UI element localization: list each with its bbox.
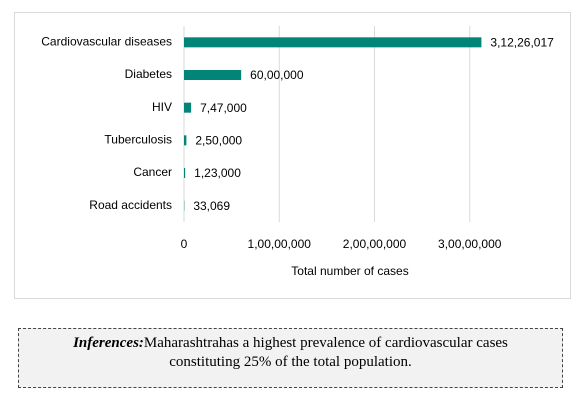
value-label: 3,12,26,017	[490, 36, 554, 50]
bar	[184, 102, 192, 113]
chart: Total number of cases 0 1,00,00,000 2,00,0…	[14, 12, 571, 299]
bar	[184, 70, 242, 80]
x-tick-label: 2,00,00,000	[343, 237, 407, 251]
value-label: 1,23,000	[194, 166, 241, 180]
bar	[184, 135, 187, 146]
y-tick-label: Tuberculosis	[104, 133, 172, 147]
y-tick-label: Cancer	[133, 165, 172, 179]
bar	[184, 37, 482, 48]
inference-box: Inferences:Maharashtrahas a highest prev…	[18, 328, 563, 388]
y-tick-label: Road accidents	[89, 198, 172, 212]
y-tick-label: Cardiovascular diseases	[41, 35, 172, 49]
inference-label: Inferences:	[73, 335, 144, 351]
y-tick-label: Diabetes	[125, 67, 172, 81]
value-label: 33,069	[193, 199, 230, 213]
bar	[184, 168, 186, 178]
x-tick-label: 1,00,00,000	[248, 237, 312, 251]
value-label: 60,00,000	[250, 68, 304, 82]
x-tick-label: 3,00,00,000	[438, 237, 502, 251]
chart-border	[14, 12, 571, 299]
x-axis-title: Total number of cases	[291, 264, 408, 278]
y-tick-label: HIV	[152, 100, 172, 114]
value-label: 7,47,000	[200, 101, 247, 115]
inference-text: Maharashtrahas a highest prevalence of c…	[143, 335, 508, 370]
x-tick-label: 0	[181, 237, 188, 251]
value-label: 2,50,000	[195, 134, 242, 148]
